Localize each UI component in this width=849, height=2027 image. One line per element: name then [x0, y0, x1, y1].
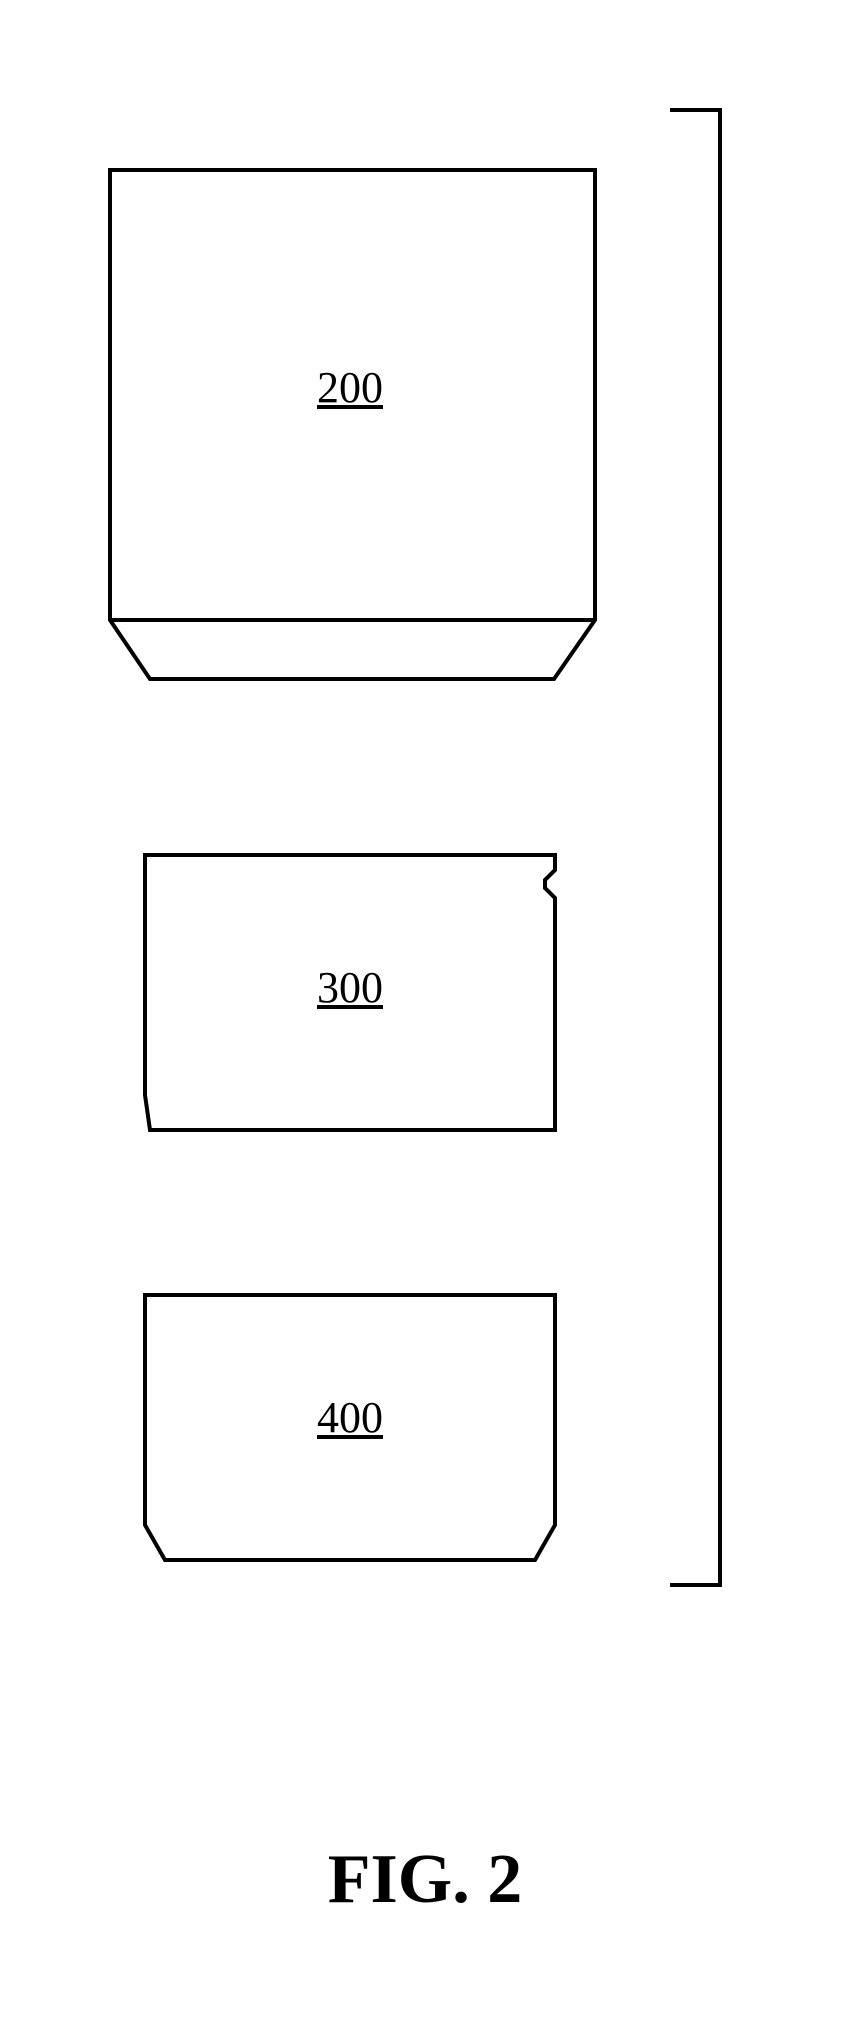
box-200 — [110, 170, 595, 679]
diagram-svg — [0, 0, 849, 2027]
diagram-container: 200 300 400 FIG. 2 — [0, 0, 849, 2027]
box-300-label: 300 — [300, 962, 400, 1013]
box-200-label: 200 — [300, 362, 400, 413]
figure-caption: FIG. 2 — [265, 1840, 585, 1920]
right-bracket — [670, 110, 720, 1585]
box-400-label: 400 — [300, 1392, 400, 1443]
